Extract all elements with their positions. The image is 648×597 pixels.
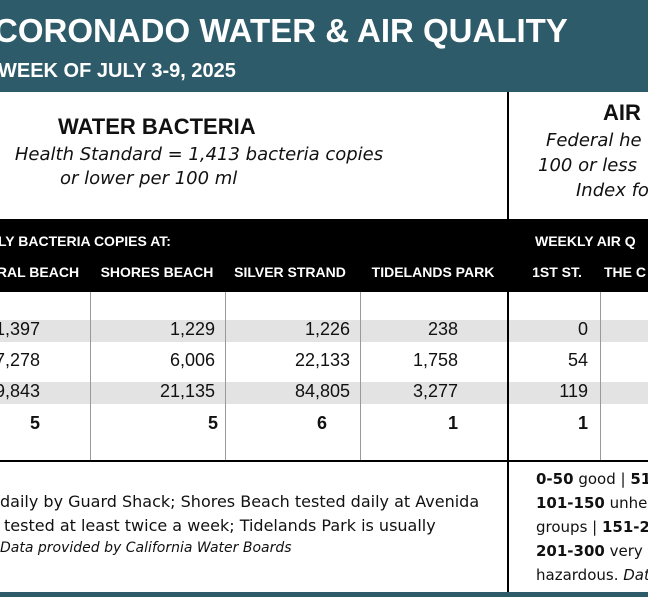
- water-standard: or lower per 100 ml: [60, 168, 238, 189]
- cell: 54: [567, 350, 588, 370]
- cell: 84,805: [294, 381, 350, 401]
- subtitle: WEEK OF JULY 3-9, 2025: [0, 60, 236, 82]
- aqi-range: 51: [630, 470, 648, 488]
- cell: 21,135: [159, 381, 215, 401]
- group-header: LY BACTERIA COPIES AT:: [0, 233, 171, 249]
- aqi-range: 101-150: [536, 494, 605, 512]
- aqi-label: very u: [609, 542, 648, 560]
- cell: 119: [559, 381, 588, 401]
- column-divider: [225, 292, 226, 460]
- cell: 6,006: [169, 350, 215, 370]
- total-cell: 1: [577, 413, 588, 433]
- cell: 9,843: [0, 381, 40, 401]
- air-title: AIR: [603, 100, 641, 125]
- cell: 7,278: [0, 350, 40, 370]
- title: CORONADO WATER & AIR QUALITY: [0, 12, 568, 49]
- total-cell: 5: [29, 413, 40, 433]
- water-title: WATER BACTERIA: [58, 114, 256, 139]
- column-header: THE C: [604, 264, 646, 280]
- cell: 1,758: [412, 350, 458, 370]
- total-cell: 6: [316, 413, 327, 433]
- cell: 1,226: [304, 319, 350, 339]
- row-stripe: [0, 382, 648, 404]
- column-divider: [600, 292, 601, 460]
- footer-band: [0, 592, 648, 597]
- aqi-range: 0-50: [536, 470, 574, 488]
- footer-note: tested at least twice a week; Tidelands …: [4, 516, 436, 535]
- header-band: [0, 0, 648, 92]
- aqi-legend: hazardous. Dat: [536, 566, 648, 584]
- total-cell: 1: [447, 413, 458, 433]
- footer-note: daily by Guard Shack; Shores Beach teste…: [0, 492, 480, 511]
- air-standard: 100 or less: [538, 155, 638, 176]
- aqi-range: 151-20: [601, 518, 648, 536]
- aqi-label: good |: [573, 470, 631, 488]
- group-header: WEEKLY AIR Q: [535, 233, 636, 249]
- aqi-source: Dat: [623, 566, 648, 584]
- row-stripe: [0, 320, 648, 342]
- column-header: SILVER STRAND: [234, 264, 346, 280]
- column-header: SHORES BEACH: [100, 264, 214, 280]
- cell: 1,229: [169, 319, 215, 339]
- table-header-band: [0, 219, 648, 292]
- aqi-legend: 101-150 unheal: [536, 494, 648, 512]
- aqi-range: 201-300: [536, 542, 605, 560]
- cell: 3,277: [412, 381, 458, 401]
- column-divider: [90, 292, 91, 460]
- aqi-label: unheal: [609, 494, 648, 512]
- total-cell: 5: [207, 413, 218, 433]
- aqi-label: groups |: [536, 518, 602, 536]
- column-header: RAL BEACH: [0, 264, 80, 280]
- aqi-legend: 201-300 very u: [536, 542, 648, 560]
- divider: [0, 460, 648, 462]
- divider: [507, 92, 509, 592]
- column-header: TIDELANDS PARK: [371, 264, 495, 280]
- water-standard: Health Standard = 1,413 bacteria copies: [14, 144, 384, 165]
- column-header: 1ST ST.: [532, 264, 582, 280]
- cell: 22,133: [294, 350, 350, 370]
- cell: 238: [427, 319, 458, 339]
- aqi-label: hazardous.: [536, 566, 624, 584]
- air-standard: Federal he: [546, 130, 642, 151]
- air-standard: Index fo: [576, 180, 648, 201]
- cell: 1,397: [0, 319, 40, 339]
- cell: 0: [577, 319, 588, 339]
- aqi-legend: groups | 151-20: [536, 518, 648, 536]
- footer-source: Data provided by California Water Boards: [0, 540, 292, 556]
- column-divider: [360, 292, 361, 460]
- aqi-legend: 0-50 good | 51: [536, 470, 648, 488]
